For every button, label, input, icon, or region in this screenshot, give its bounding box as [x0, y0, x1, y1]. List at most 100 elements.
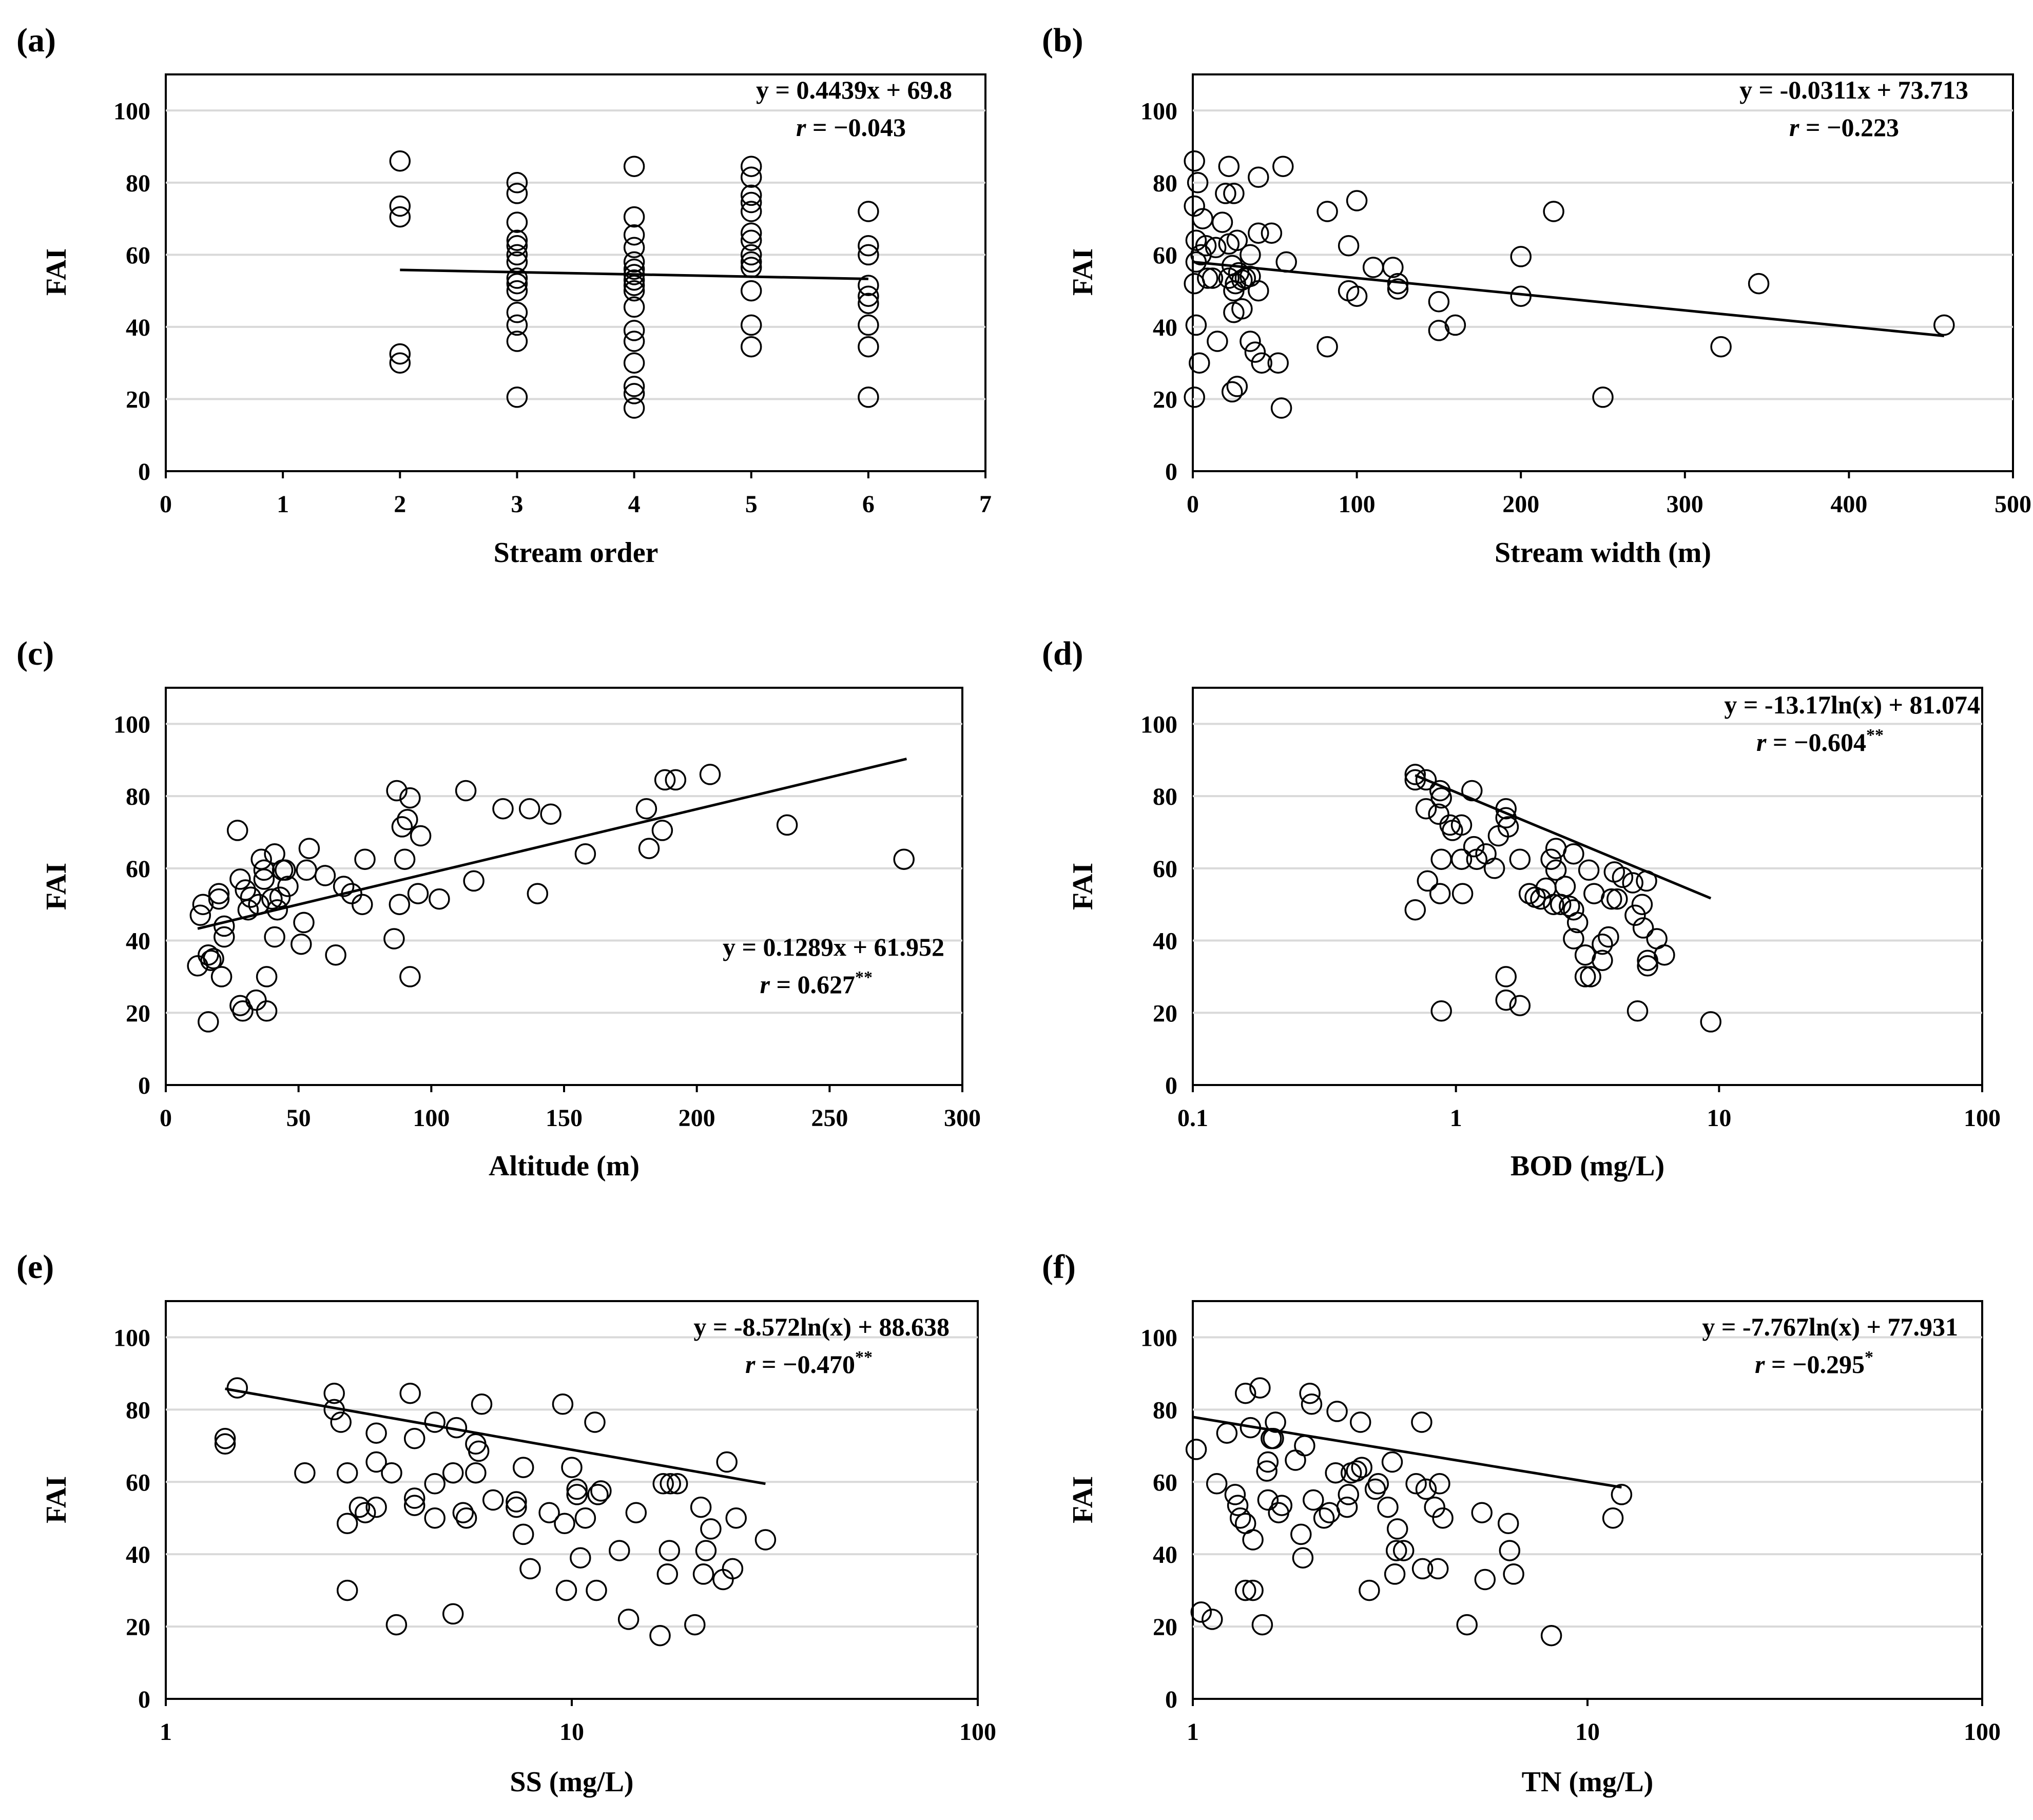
- x-tick-label: 0: [160, 1105, 172, 1132]
- data-point: [1207, 331, 1228, 352]
- data-point: [1427, 1558, 1449, 1580]
- data-point: [1303, 1489, 1324, 1511]
- data-point: [463, 870, 485, 892]
- regression-equation: y = -7.767ln(x) + 77.931: [1702, 1312, 1958, 1341]
- data-point: [1509, 995, 1531, 1016]
- data-point: [1257, 1489, 1279, 1511]
- y-tick-label: 0: [138, 1686, 150, 1713]
- data-point: [208, 888, 230, 910]
- data-point: [1189, 352, 1210, 374]
- data-point: [654, 769, 676, 791]
- r-symbol: r: [1756, 728, 1767, 757]
- data-point: [1444, 314, 1466, 336]
- data-point: [365, 1496, 387, 1518]
- data-point: [1563, 899, 1584, 921]
- data-point: [1432, 1507, 1454, 1529]
- y-tick-label: 60: [126, 1469, 150, 1496]
- y-tick-label: 0: [138, 1072, 150, 1099]
- data-point: [725, 1507, 747, 1529]
- data-point: [1415, 769, 1437, 791]
- y-tick-label: 80: [126, 170, 150, 197]
- data-point: [1510, 246, 1532, 267]
- data-point: [1227, 1495, 1249, 1516]
- data-point: [1377, 1496, 1399, 1518]
- data-point: [1184, 386, 1205, 408]
- data-point: [1216, 1422, 1238, 1444]
- data-point: [587, 1484, 609, 1505]
- data-point: [506, 211, 528, 233]
- data-point: [1404, 769, 1426, 791]
- data-point: [740, 229, 762, 251]
- data-point: [506, 386, 528, 408]
- data-point: [506, 183, 528, 204]
- data-point: [214, 915, 235, 937]
- x-tick-label: 10: [1707, 1105, 1731, 1132]
- data-point: [446, 1417, 468, 1439]
- data-point: [858, 201, 879, 222]
- data-point: [1509, 848, 1531, 870]
- data-point: [1566, 912, 1589, 934]
- data-point: [506, 273, 528, 295]
- data-point: [1622, 872, 1643, 894]
- y-tick-label: 60: [126, 242, 150, 269]
- chart-panel-b: 0 20 40 60 80 100 0 100 200 300 400 500 Stream width…: [1042, 22, 2031, 569]
- x-tick-label: 100: [1964, 1718, 2001, 1746]
- data-point: [1415, 1478, 1437, 1500]
- data-point: [1429, 883, 1451, 904]
- data-point: [394, 848, 416, 870]
- x-tick-label: 0: [160, 491, 172, 518]
- x-tick-label: 100: [959, 1718, 996, 1746]
- data-point: [1518, 883, 1540, 904]
- data-point: [385, 1614, 408, 1636]
- data-point: [623, 269, 645, 291]
- data-point: [1218, 267, 1240, 289]
- y-axis-title: FAI: [1067, 1476, 1099, 1523]
- data-point: [1495, 807, 1517, 829]
- data-point: [1405, 1473, 1427, 1495]
- data-point: [656, 1563, 679, 1585]
- data-point: [1456, 1614, 1478, 1636]
- data-point: [1545, 859, 1567, 881]
- data-point: [740, 184, 762, 206]
- data-point: [399, 966, 421, 988]
- regression-equation: y = 0.4439x + 69.8: [756, 75, 952, 104]
- r-symbol: r: [796, 113, 806, 142]
- data-point: [512, 1457, 534, 1478]
- data-point: [554, 1513, 575, 1535]
- data-point: [740, 156, 762, 177]
- data-point: [740, 222, 762, 244]
- data-point: [389, 195, 411, 217]
- trend-line: [400, 268, 868, 280]
- data-point: [1263, 1427, 1284, 1449]
- data-point: [1272, 156, 1294, 177]
- data-point: [1325, 1462, 1346, 1484]
- panel-label: (f): [1042, 1248, 1076, 1286]
- data-point: [584, 1411, 606, 1433]
- data-point: [336, 1462, 358, 1484]
- data-point: [1631, 894, 1653, 915]
- data-point: [574, 1507, 596, 1529]
- data-point: [261, 888, 283, 910]
- y-tick-label: 40: [1153, 928, 1177, 955]
- data-point: [623, 156, 645, 177]
- y-tick-label: 60: [1153, 1469, 1177, 1496]
- data-point: [1326, 1401, 1348, 1422]
- data-point: [625, 1502, 647, 1523]
- data-point: [1185, 1439, 1207, 1460]
- x-axis-title: SS (mg/L): [510, 1766, 633, 1798]
- x-tick-label: 1: [277, 491, 289, 518]
- r-value: = −0.223: [1799, 113, 1899, 142]
- data-point: [623, 383, 645, 404]
- data-point: [1336, 1496, 1358, 1518]
- data-point: [442, 1603, 464, 1625]
- data-point: [1338, 1484, 1360, 1505]
- data-point: [1598, 926, 1619, 948]
- y-axis-title: FAI: [1067, 863, 1099, 910]
- data-point: [1415, 798, 1437, 820]
- data-point: [482, 1489, 504, 1511]
- data-point: [1292, 1547, 1314, 1569]
- data-point: [1218, 156, 1240, 177]
- data-point: [1223, 280, 1245, 302]
- data-point: [740, 244, 762, 266]
